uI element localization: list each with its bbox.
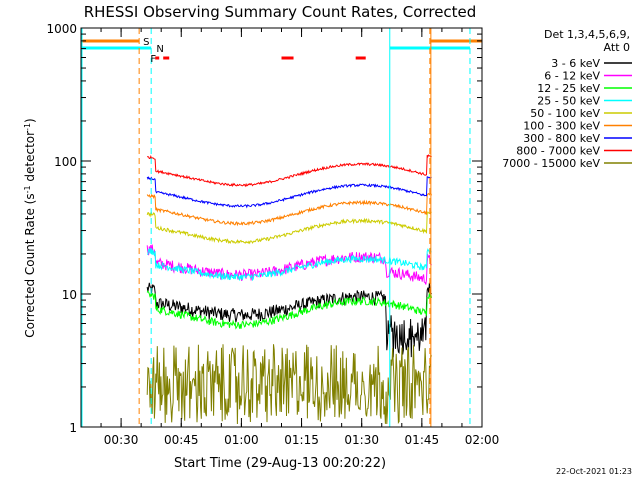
y-tick-label-0: 1 — [69, 421, 77, 435]
legend-label-3: 25 - 50 keV — [537, 95, 600, 108]
series-line-5 — [146, 192, 433, 227]
y-tick-label-3: 1000 — [46, 22, 77, 36]
legend-label-8: 7000 - 15000 keV — [502, 157, 600, 170]
legend-label-2: 12 - 25 keV — [537, 82, 600, 95]
y-axis-label-mid: detector — [23, 131, 37, 186]
legend-label-5: 100 - 300 keV — [523, 120, 600, 133]
y-axis: 1 10 100 1000 — [46, 22, 482, 435]
y-axis-label-sup1: -1 — [23, 185, 32, 193]
series-line-7 — [146, 154, 432, 188]
saa-label: S — [143, 37, 149, 48]
chart-title: RHESSI Observing Summary Count Rates, Co… — [84, 3, 477, 21]
y-tick-label-1: 10 — [62, 288, 77, 302]
legend-label-6: 300 - 800 keV — [523, 132, 600, 145]
flare-label: F — [150, 54, 156, 65]
x-axis: 00:30 00:45 01:00 01:15 01:30 01:45 02:00 — [80, 28, 500, 447]
legend-header-line2: Att 0 — [604, 41, 630, 54]
night-label: N — [156, 44, 163, 55]
flags-layer: SNF — [81, 28, 482, 427]
x-tick-label-0: 00:30 — [104, 433, 139, 447]
legend-label-7: 800 - 7000 keV — [516, 145, 600, 158]
x-tick-label-6: 02:00 — [465, 433, 500, 447]
series-line-0 — [146, 282, 432, 358]
x-tick-label-2: 01:00 — [224, 433, 259, 447]
y-axis-label: Corrected Count Rate (s-1 detector-1) — [23, 118, 38, 337]
legend-label-0: 3 - 6 keV — [551, 57, 600, 70]
y-axis-label-end: ) — [23, 118, 37, 123]
series-line-6 — [146, 176, 432, 209]
y-axis-label-main: Corrected Count Rate (s — [23, 193, 37, 337]
y-tick-label-2: 100 — [54, 155, 77, 169]
legend-header-line1: Det 1,3,4,5,6,9, — [544, 28, 630, 41]
series-line-2 — [146, 290, 433, 330]
series-layer — [146, 154, 433, 425]
x-tick-label-1: 00:45 — [164, 433, 199, 447]
footer-date: 22-Oct-2021 01:23 — [556, 467, 632, 476]
legend-label-1: 6 - 12 keV — [544, 70, 600, 83]
y-axis-label-sup2: -1 — [23, 123, 32, 131]
x-axis-label: Start Time (29-Aug-13 00:20:22) — [174, 456, 386, 471]
x-tick-label-4: 01:30 — [344, 433, 379, 447]
x-tick-label-3: 01:15 — [284, 433, 319, 447]
x-tick-label-5: 01:45 — [405, 433, 440, 447]
series-line-4 — [146, 211, 432, 245]
legend-label-4: 50 - 100 keV — [530, 107, 600, 120]
series-line-1 — [146, 244, 432, 285]
series-line-8 — [146, 344, 433, 425]
series-line-3 — [147, 247, 432, 282]
